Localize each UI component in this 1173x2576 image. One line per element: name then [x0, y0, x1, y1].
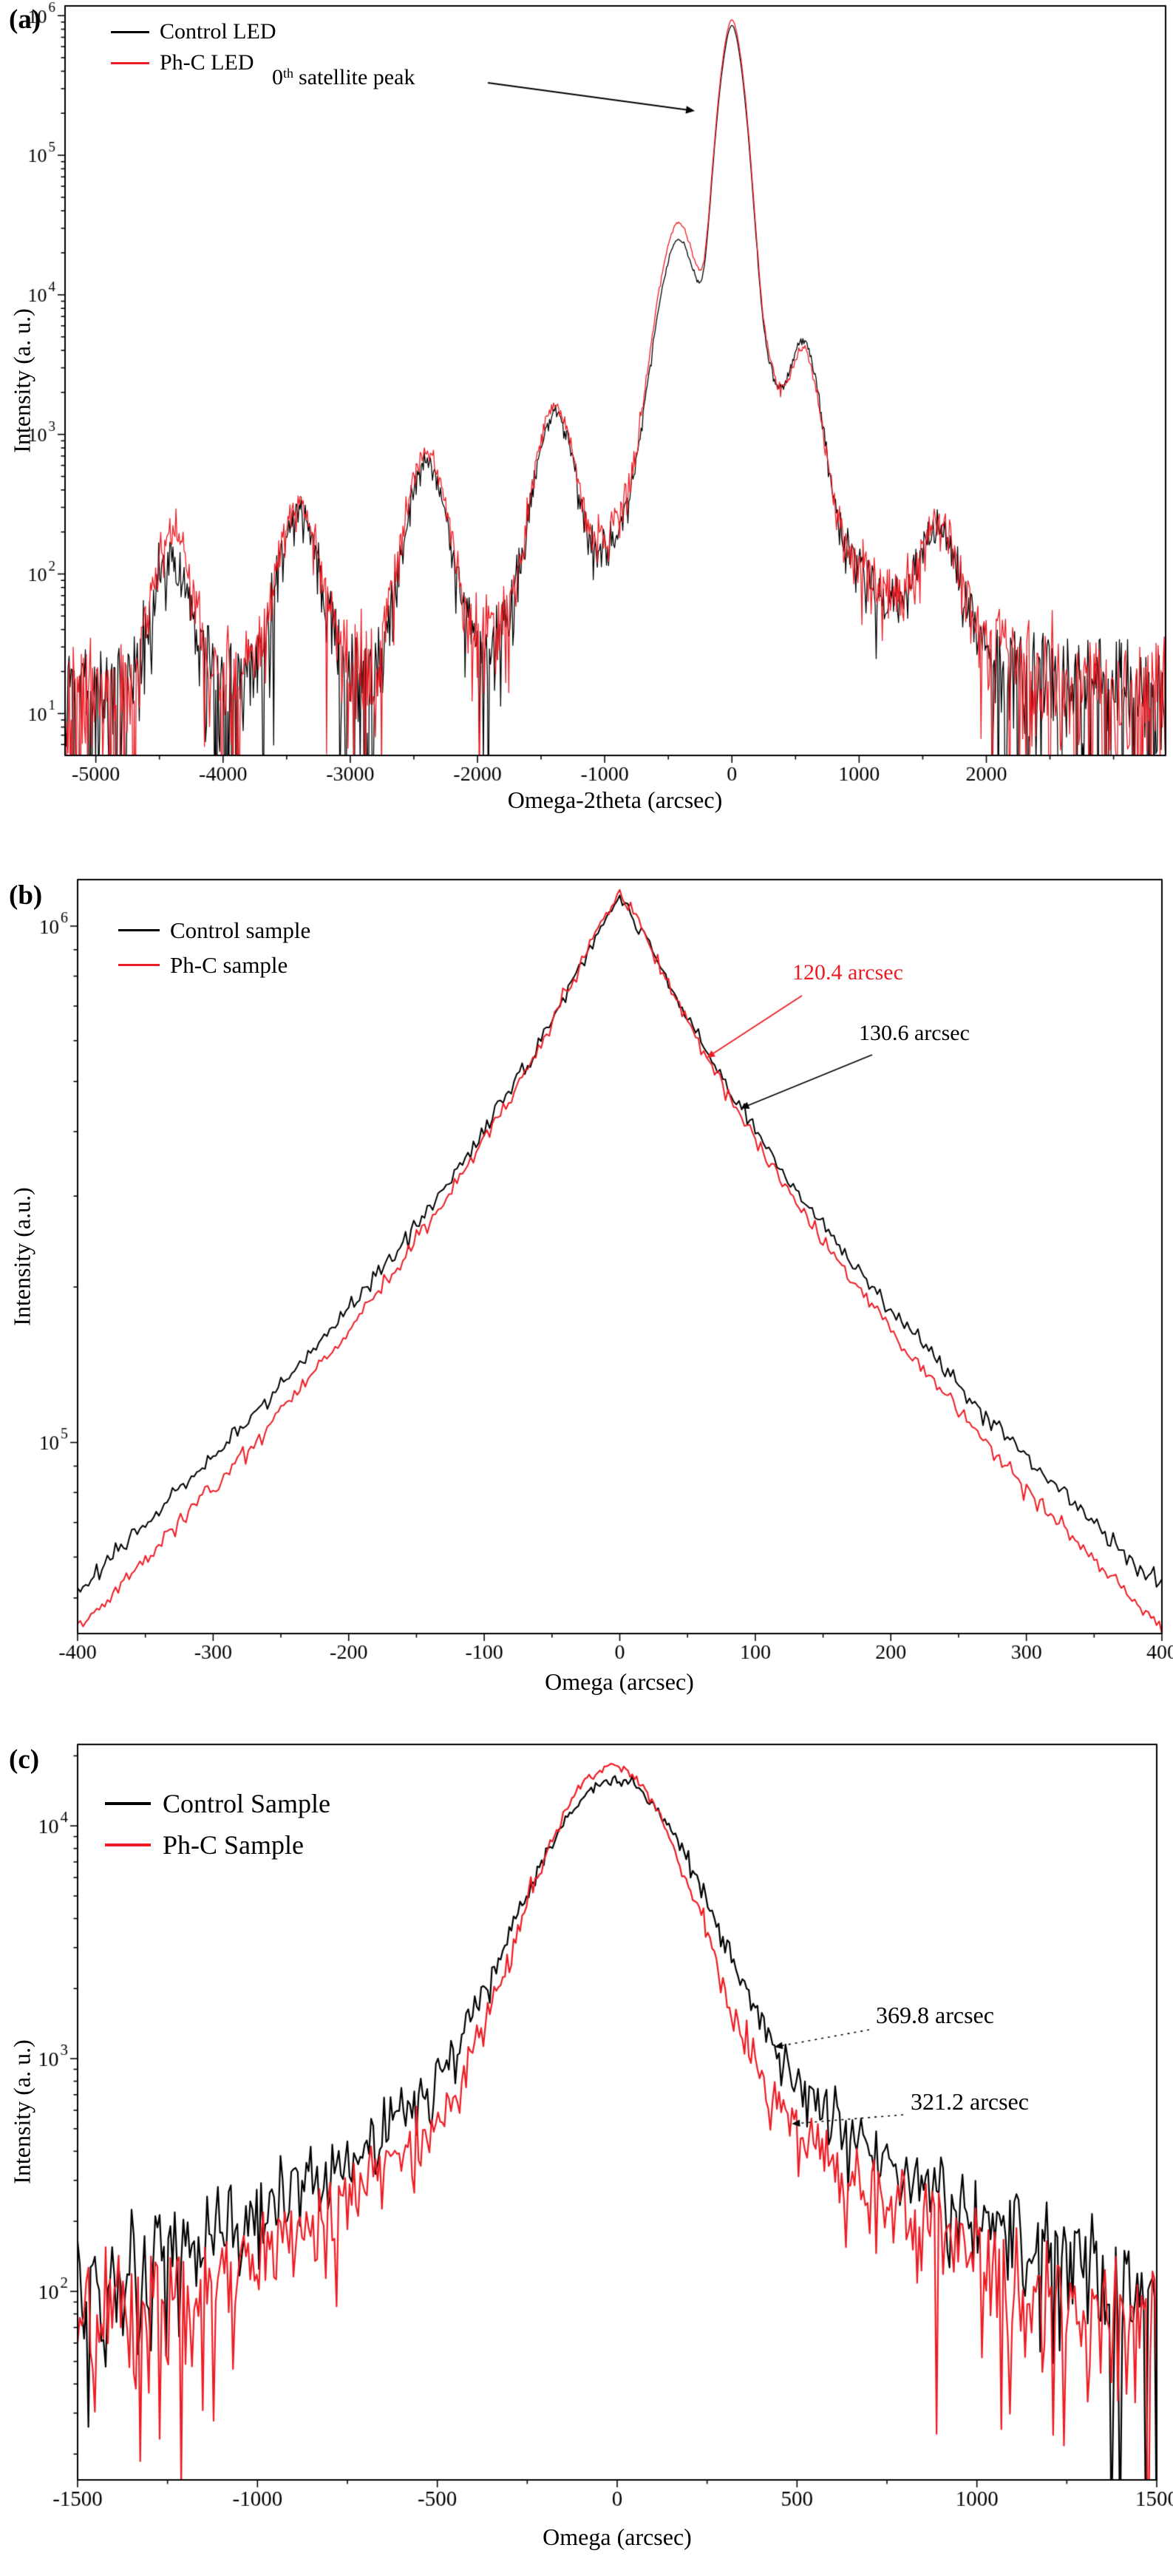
legend-line-swatch: [105, 1802, 151, 1805]
legend-label: Ph-C LED: [160, 50, 254, 75]
annotation-0th-satellite-peak: 0th satellite peak: [272, 65, 415, 90]
legend-item-control-sample: Control Sample: [105, 1783, 330, 1824]
legend-label: Control Sample: [163, 1789, 330, 1818]
legend-line-swatch: [111, 61, 149, 64]
annotation-text: satellite peak: [299, 65, 415, 89]
panel-b-plot-canvas: [0, 839, 1173, 1715]
legend-label: Control sample: [170, 917, 311, 943]
panel-a-label: (a): [9, 4, 41, 35]
panel-b-legend: Control sample Ph-C sample: [118, 913, 310, 982]
panel-c-x-axis-title: Omega (arcsec): [543, 2524, 692, 2550]
legend-label: Ph-C sample: [170, 951, 288, 978]
panel-c-legend: Control Sample Ph-C Sample: [105, 1783, 330, 1866]
annotation-control-fwhm: 369.8 arcsec: [876, 2002, 994, 2028]
annotation-control-fwhm: 130.6 arcsec: [859, 1021, 970, 1045]
panel-b-label: (b): [9, 880, 43, 911]
panel-a-legend: Control LED Ph-C LED: [111, 16, 276, 78]
legend-item-phc-sample: Ph-C Sample: [105, 1824, 330, 1866]
legend-label: Ph-C Sample: [163, 1830, 305, 1860]
legend-line-swatch: [111, 30, 149, 33]
panel-c-y-axis-title: Intensity (a. u.): [8, 2039, 35, 2184]
panel-b: (b) Intensity (a.u.) Omega (arcsec) Cont…: [0, 839, 1173, 1715]
panel-c: (c) Intensity (a. u.) Omega (arcsec) Con…: [0, 1715, 1173, 2576]
annotation-text: 0: [272, 65, 283, 89]
legend-line-swatch: [105, 1843, 151, 1846]
legend-line-swatch: [118, 929, 160, 931]
panel-c-label: (c): [9, 1744, 40, 1775]
legend-item-phc-led: Ph-C LED: [111, 47, 276, 78]
legend-item-control-led: Control LED: [111, 16, 276, 47]
panel-a: (a) Intensity (a. u.) Omega-2theta (arcs…: [0, 0, 1173, 839]
panel-b-x-axis-title: Omega (arcsec): [545, 1668, 694, 1695]
annotation-phc-fwhm: 120.4 arcsec: [792, 960, 903, 985]
panel-b-y-axis-title: Intensity (a.u.): [8, 1187, 35, 1326]
panel-a-y-axis-title: Intensity (a. u.): [8, 308, 35, 453]
panel-a-plot-canvas: [0, 0, 1173, 839]
legend-item-control-sample: Control sample: [118, 913, 310, 948]
legend-line-swatch: [118, 964, 160, 966]
annotation-superscript: th: [283, 66, 294, 81]
legend-label: Control LED: [160, 19, 276, 44]
panel-c-plot-canvas: [0, 1715, 1173, 2576]
legend-item-phc-sample: Ph-C sample: [118, 948, 310, 982]
annotation-phc-fwhm: 321.2 arcsec: [911, 2088, 1029, 2115]
panel-a-x-axis-title: Omega-2theta (arcsec): [507, 786, 723, 813]
